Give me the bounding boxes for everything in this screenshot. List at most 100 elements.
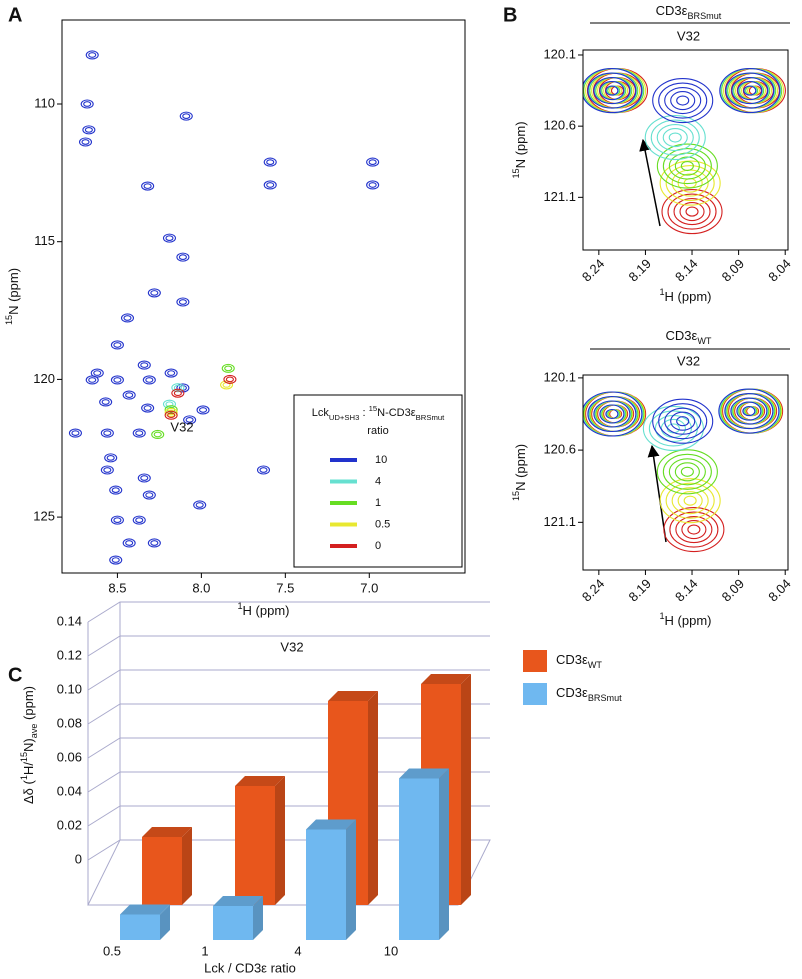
bar-side bbox=[346, 819, 356, 940]
bar-top bbox=[306, 819, 356, 830]
contour bbox=[165, 401, 174, 408]
y-axis-label: Δδ (1H/15N)ave (ppm) bbox=[19, 686, 39, 804]
x-axis-label-part: H (ppm) bbox=[243, 603, 290, 618]
arrow bbox=[639, 138, 661, 227]
contour bbox=[185, 417, 194, 423]
legend-label: 1 bbox=[375, 497, 381, 509]
y-axis-label: 15N (ppm) bbox=[511, 121, 528, 178]
contour bbox=[110, 340, 124, 350]
bar-top bbox=[235, 776, 285, 786]
contour bbox=[153, 431, 162, 438]
bar-top bbox=[399, 768, 449, 779]
contour bbox=[178, 299, 187, 305]
panel-label: C bbox=[8, 664, 22, 686]
contour bbox=[679, 202, 705, 222]
arrow bbox=[647, 444, 667, 543]
x-tick-label: 7.0 bbox=[360, 580, 378, 595]
contour bbox=[176, 383, 190, 393]
x-tick-label: 10 bbox=[384, 943, 398, 958]
contour bbox=[225, 376, 234, 383]
contour bbox=[142, 490, 156, 500]
contour bbox=[674, 462, 700, 482]
legend-title-part: UD+SH3 bbox=[329, 413, 360, 422]
contour bbox=[71, 430, 80, 436]
contour bbox=[656, 143, 718, 189]
y-tick-label: 0.02 bbox=[57, 817, 82, 832]
contour bbox=[137, 473, 151, 483]
legend-title-part: ratio bbox=[367, 425, 388, 437]
bar-side bbox=[182, 827, 192, 905]
panel-subtitle: V32 bbox=[677, 28, 700, 43]
contour bbox=[656, 449, 718, 495]
contour bbox=[671, 487, 709, 515]
x-tick-label: 8.24 bbox=[579, 256, 608, 285]
contour bbox=[593, 77, 631, 105]
contour bbox=[143, 183, 152, 189]
y-tick-label: 0.10 bbox=[57, 681, 82, 696]
y-tick-label: 110 bbox=[34, 95, 55, 110]
contour bbox=[736, 401, 762, 421]
contour bbox=[164, 405, 178, 415]
contour bbox=[662, 147, 712, 185]
contour bbox=[368, 159, 377, 165]
contour bbox=[150, 540, 159, 546]
contour bbox=[644, 114, 706, 161]
contour bbox=[164, 368, 178, 378]
contour bbox=[658, 82, 708, 119]
contour bbox=[669, 511, 719, 548]
contour bbox=[224, 365, 233, 372]
contour bbox=[663, 507, 725, 553]
contour bbox=[165, 235, 174, 241]
grid-line bbox=[87, 669, 490, 691]
y-tick-label: 120 bbox=[33, 371, 55, 386]
grid-line bbox=[87, 601, 490, 623]
y-axis-label-part: 15 bbox=[511, 491, 521, 501]
contour bbox=[145, 377, 154, 383]
contour bbox=[662, 453, 712, 490]
contour bbox=[147, 538, 161, 548]
y-axis-label-part: 15 bbox=[19, 752, 29, 762]
y-tick-label: 0.14 bbox=[57, 613, 82, 628]
legend-swatch bbox=[523, 683, 547, 705]
x-tick-label: 0.5 bbox=[103, 943, 121, 958]
legend-title-part: BRSmut bbox=[416, 413, 445, 422]
legend-box bbox=[293, 394, 463, 568]
contour bbox=[725, 72, 775, 109]
x-tick-label: 1 bbox=[201, 943, 208, 958]
y-tick-label: 0 bbox=[75, 851, 82, 866]
contour bbox=[664, 86, 702, 115]
x-axis-label-part: H (ppm) bbox=[665, 613, 712, 628]
x-tick-label: 8.19 bbox=[625, 576, 654, 605]
contour bbox=[147, 288, 161, 298]
contour bbox=[111, 487, 120, 493]
legend-label-part: BRSmut bbox=[588, 693, 622, 703]
contour bbox=[140, 475, 149, 481]
y-axis-label-part: ave bbox=[29, 724, 39, 739]
contour bbox=[718, 388, 780, 434]
y-tick-label: 0.08 bbox=[57, 715, 82, 730]
contour bbox=[719, 68, 781, 114]
y-tick-label: 120.6 bbox=[543, 118, 576, 133]
contour bbox=[665, 482, 715, 519]
y-axis-label-part: 1 bbox=[19, 775, 29, 780]
panel-label: B bbox=[503, 4, 517, 26]
contour bbox=[162, 233, 177, 243]
contour bbox=[599, 404, 625, 424]
contour bbox=[593, 400, 631, 428]
contour bbox=[583, 391, 643, 437]
contour bbox=[120, 313, 135, 323]
panel-header: CD3εWT bbox=[666, 328, 712, 346]
contour bbox=[666, 423, 680, 434]
contour bbox=[123, 315, 132, 321]
legend-label: 4 bbox=[375, 475, 381, 487]
contour bbox=[677, 491, 703, 511]
contour bbox=[668, 132, 682, 143]
x-axis-label-part: 1 bbox=[659, 287, 664, 297]
contour bbox=[132, 428, 146, 438]
bar-top bbox=[328, 691, 378, 701]
contour bbox=[135, 430, 144, 436]
x-tick-label: 7.5 bbox=[276, 580, 294, 595]
contour bbox=[737, 81, 763, 101]
y-tick-label: 120.6 bbox=[543, 442, 576, 457]
